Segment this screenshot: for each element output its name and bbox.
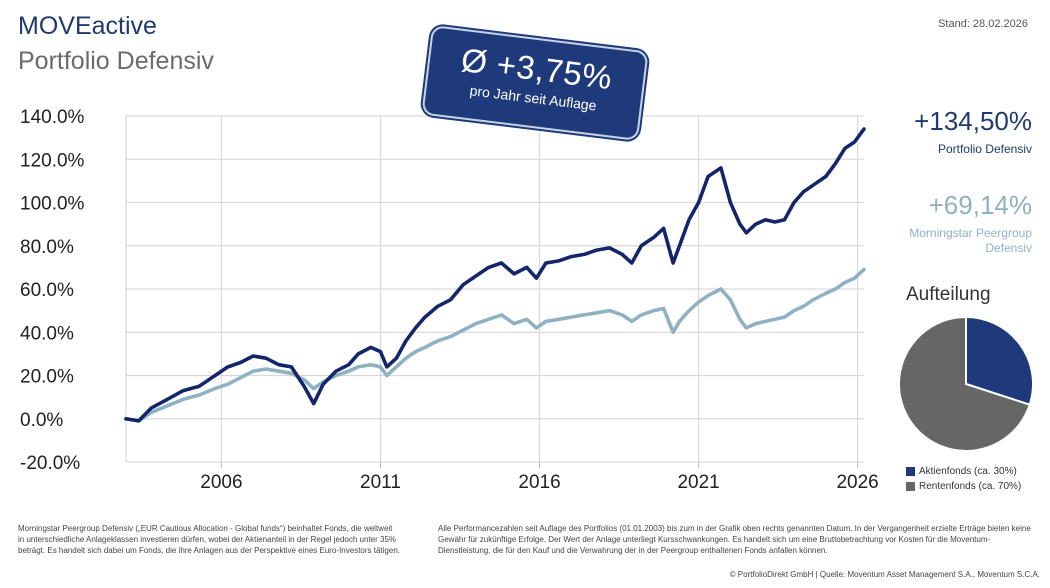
portfolio-total-return: +134,50% [914, 106, 1032, 136]
performance-chart: 140.0% 120.0% 100.0% 80.0% 60.0% 40.0% 20.0% 0.… [20, 107, 879, 493]
page-subtitle: Portfolio Defensiv [18, 47, 214, 75]
page-title: MOVEactive [18, 12, 157, 40]
x-tick-label: 2011 [360, 472, 401, 493]
series-line-portfolio [124, 127, 866, 423]
y-tick-label: -20.0% [20, 453, 80, 474]
legend-swatch-bonds [906, 482, 915, 491]
allocation-title: Aufteilung [906, 284, 991, 305]
as-of-date: Stand: 28.02.2026 [938, 18, 1028, 30]
y-tick-label: 120.0% [20, 150, 85, 171]
y-tick-label: 140.0% [20, 107, 85, 128]
y-tick-label: 20.0% [20, 367, 74, 388]
footnote-disclaimer: Alle Performancezahlen seit Auflage des … [438, 524, 1031, 555]
legend-item-equity: Aktienfonds (ca. 30%) [906, 466, 1017, 477]
pie-slice-equity [965, 315, 1034, 406]
legend-item-bonds: Rentenfonds (ca. 70%) [906, 481, 1021, 492]
y-tick-label: 40.0% [20, 323, 74, 344]
y-axis-ticks: 140.0% 120.0% 100.0% 80.0% 60.0% 40.0% 20.0% 0.… [20, 107, 85, 474]
peergroup-label: Morningstar Peergroup Defensiv [909, 226, 1032, 255]
y-tick-label: 0.0% [20, 410, 63, 431]
x-axis-ticks: 2006 2011 2016 2021 2026 [200, 472, 878, 493]
y-tick-label: 80.0% [20, 237, 74, 258]
allocation-pie-chart [898, 315, 1034, 452]
chart-grid [125, 115, 864, 468]
y-tick-label: 60.0% [20, 280, 74, 301]
pie-slice-bonds [898, 315, 1031, 452]
portfolio-label: Portfolio Defensiv [937, 142, 1032, 156]
legend-label-equity: Aktienfonds (ca. 30%) [919, 466, 1017, 477]
y-tick-label: 100.0% [20, 194, 85, 215]
footnote-peergroup: Morningstar Peergroup Defensiv („EUR Cau… [18, 524, 400, 555]
legend-label-bonds: Rentenfonds (ca. 70%) [919, 481, 1022, 492]
peergroup-total-return: +69,14% [928, 190, 1032, 220]
series-line-peergroup [124, 267, 866, 423]
copyright-notice: © PortfolioDirekt GmbH | Quelle: Moventu… [729, 570, 1040, 579]
legend-swatch-equity [906, 467, 915, 476]
x-tick-label: 2016 [518, 472, 560, 493]
x-tick-label: 2021 [677, 472, 719, 493]
x-tick-label: 2006 [200, 472, 242, 493]
x-tick-label: 2026 [836, 472, 878, 493]
chart-series [124, 127, 866, 423]
